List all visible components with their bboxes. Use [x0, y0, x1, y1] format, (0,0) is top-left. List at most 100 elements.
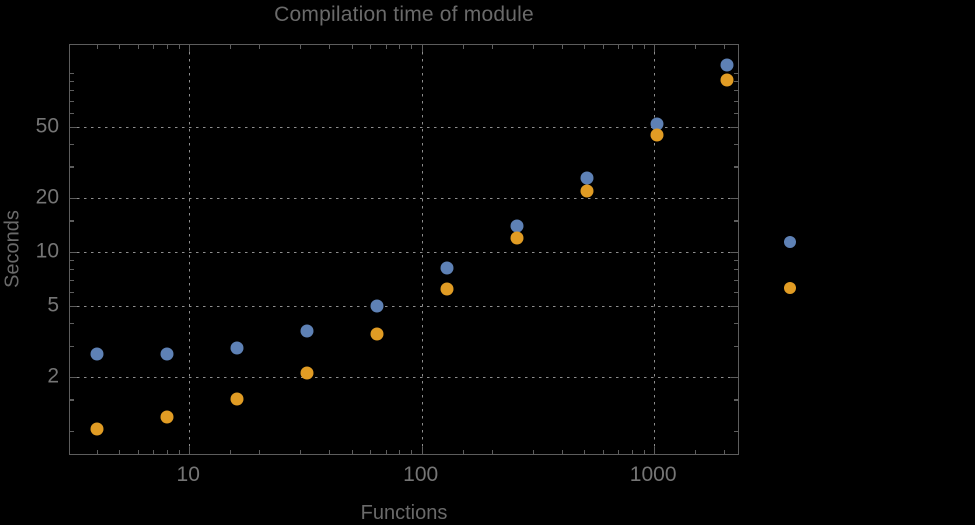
data-point-series-1-blue-x1024: [650, 117, 664, 131]
minor-tick-y-90-left: [70, 81, 74, 83]
major-tick-y-50-left: [70, 126, 77, 128]
y-tick-label-50: 50: [35, 114, 59, 138]
minor-tick-y-90-right: [734, 81, 738, 83]
major-tick-x-10-bottom: [189, 447, 191, 454]
data-point-series-2-orange-x2048: [720, 73, 734, 87]
minor-tick-y-100-left: [70, 72, 74, 74]
minor-tick-x-9-top: [178, 45, 180, 49]
data-point-series-1-blue-x32: [300, 324, 314, 338]
minor-tick-x-70-top: [385, 45, 387, 49]
y-tick-label-20: 20: [35, 185, 59, 209]
data-point-series-2-orange-x128: [440, 282, 454, 296]
minor-tick-x-2000-top: [724, 45, 726, 49]
minor-tick-x-5-top: [119, 45, 121, 49]
minor-tick-x-400-top: [561, 45, 563, 49]
minor-tick-y-60-left: [70, 112, 74, 114]
minor-tick-x-30-bottom: [300, 450, 302, 454]
minor-tick-x-700-top: [618, 45, 620, 49]
minor-tick-y-7-right: [734, 279, 738, 281]
data-point-series-1-blue-x128: [440, 261, 454, 275]
x-tick-label-100: 100: [403, 463, 439, 486]
major-tick-y-20-left: [70, 197, 77, 200]
legend-marker-series-1-blue: [784, 236, 796, 248]
major-tick-y-2-right: [731, 377, 738, 379]
minor-tick-y-15-left: [70, 220, 74, 222]
major-tick-x-1000-bottom: [654, 447, 656, 454]
minor-tick-x-8-bottom: [166, 450, 168, 454]
gridline-x-10: [189, 45, 191, 454]
minor-tick-x-150-top: [462, 45, 464, 49]
major-tick-x-100-top: [421, 45, 423, 52]
minor-tick-x-4-bottom: [96, 450, 98, 454]
minor-tick-x-40-bottom: [329, 450, 331, 454]
minor-tick-x-700-bottom: [618, 450, 620, 454]
major-tick-x-10-top: [189, 45, 191, 52]
minor-tick-y-8-right: [734, 269, 738, 271]
minor-tick-x-15-bottom: [230, 450, 232, 454]
minor-tick-x-15-top: [230, 45, 232, 49]
data-point-series-2-orange-x16: [230, 392, 244, 406]
minor-tick-x-500-top: [584, 45, 586, 49]
minor-tick-x-30-top: [300, 45, 302, 49]
minor-tick-y-9-left: [70, 260, 74, 262]
major-tick-x-100-bottom: [421, 447, 423, 454]
x-axis-label: Functions: [360, 502, 448, 524]
minor-tick-x-90-top: [411, 45, 413, 49]
gridline-y-20: [70, 197, 738, 200]
y-axis-label: Seconds: [1, 210, 24, 288]
minor-tick-x-6-bottom: [137, 450, 139, 454]
minor-tick-x-300-top: [532, 45, 534, 49]
gridline-y-5: [70, 305, 738, 307]
minor-tick-y-70-left: [70, 100, 74, 102]
minor-tick-x-400-bottom: [561, 450, 563, 454]
minor-tick-y-100-right: [734, 72, 738, 74]
minor-tick-x-900-top: [643, 45, 645, 49]
gridline-y-50: [70, 126, 738, 128]
minor-tick-x-90-bottom: [411, 450, 413, 454]
major-tick-y-20-right: [731, 197, 738, 200]
data-point-series-1-blue-x512: [580, 171, 594, 185]
data-point-series-1-blue-x256: [510, 219, 524, 233]
minor-tick-x-800-bottom: [631, 450, 633, 454]
y-tick-label-5: 5: [47, 293, 59, 317]
data-point-series-1-blue-x8: [160, 347, 174, 361]
data-point-series-1-blue-x2048: [720, 58, 734, 72]
minor-tick-y-1-left: [70, 430, 74, 433]
gridline-y-2: [70, 377, 738, 379]
data-point-series-2-orange-x32: [300, 366, 314, 380]
minor-tick-y-3-left: [70, 345, 74, 347]
data-point-series-1-blue-x64: [370, 299, 384, 313]
x-tick-label-10: 10: [176, 463, 200, 486]
minor-tick-y-8-left: [70, 269, 74, 271]
data-point-series-2-orange-x1024: [650, 128, 664, 142]
minor-tick-x-7-bottom: [153, 450, 155, 454]
y-tick-label-10: 10: [35, 239, 59, 263]
minor-tick-y-80-left: [70, 90, 74, 92]
major-tick-y-10-left: [70, 251, 77, 254]
gridline-x-1000: [654, 45, 656, 454]
minor-tick-x-8-top: [166, 45, 168, 49]
minor-tick-x-70-bottom: [385, 450, 387, 454]
minor-tick-x-5-bottom: [119, 450, 121, 454]
data-point-series-2-orange-x4: [90, 422, 104, 436]
major-tick-y-5-right: [731, 305, 738, 307]
major-tick-y-50-right: [731, 126, 738, 128]
x-tick-label-1000: 1000: [629, 463, 677, 486]
major-tick-y-10-right: [731, 251, 738, 254]
minor-tick-x-600-top: [602, 45, 604, 49]
minor-tick-x-150-bottom: [462, 450, 464, 454]
plot-area: [69, 44, 739, 455]
minor-tick-x-1500-bottom: [695, 450, 697, 454]
minor-tick-x-900-bottom: [643, 450, 645, 454]
minor-tick-y-40-right: [734, 144, 738, 146]
minor-tick-x-20-top: [259, 45, 261, 49]
minor-tick-x-1500-top: [695, 45, 697, 49]
minor-tick-x-20-bottom: [259, 450, 261, 454]
major-tick-x-1000-top: [654, 45, 656, 52]
data-point-series-2-orange-x8: [160, 410, 174, 424]
data-point-series-2-orange-x64: [370, 327, 384, 341]
minor-tick-x-40-top: [329, 45, 331, 49]
minor-tick-y-6-right: [734, 291, 738, 293]
gridline-y-10: [70, 251, 738, 254]
